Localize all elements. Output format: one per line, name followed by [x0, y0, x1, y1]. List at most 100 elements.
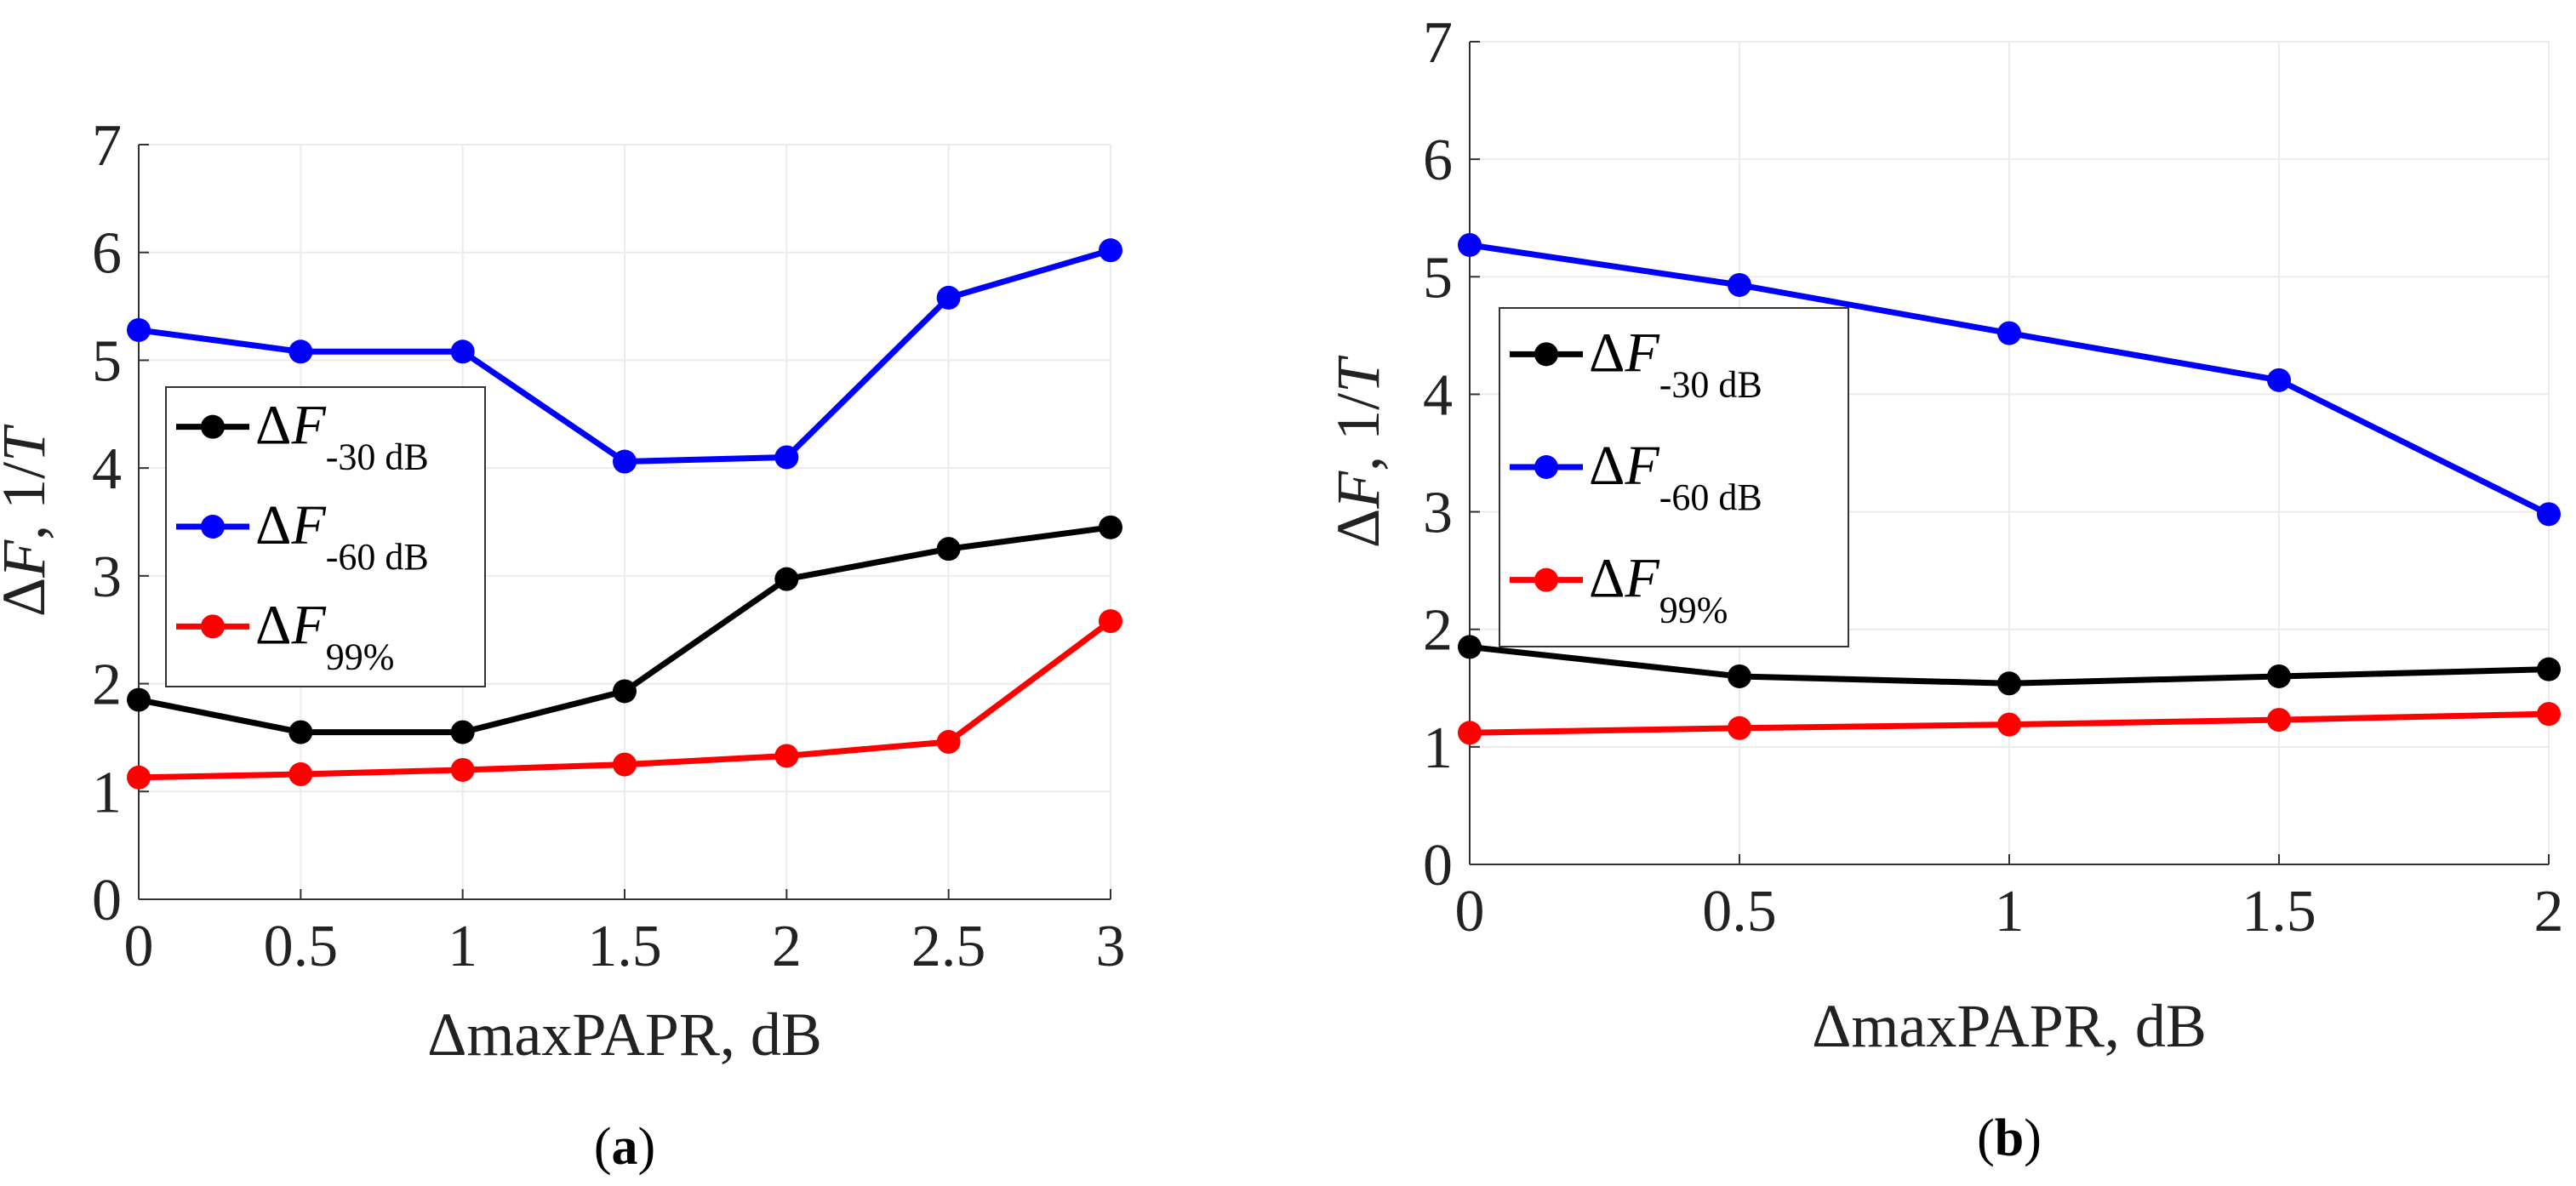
- data-point: [936, 729, 961, 754]
- data-point: [2537, 657, 2561, 681]
- x-tick-label: 1.5: [2242, 879, 2316, 944]
- data-point: [1458, 635, 1482, 659]
- x-tick-label: 1: [1995, 879, 2025, 944]
- legend-label: ΔF-30 dB: [255, 395, 429, 478]
- data-point: [936, 285, 961, 310]
- y-tick-label: 4: [92, 436, 122, 502]
- caption-close-paren: ): [2024, 1109, 2042, 1167]
- y-label-delta: Δ: [1324, 509, 1392, 548]
- legend-entry: ΔF-30 dB: [176, 395, 429, 478]
- legend-swatch-marker: [1534, 567, 1558, 592]
- data-point: [1728, 716, 1751, 740]
- x-tick-label: 1: [448, 914, 477, 979]
- data-point: [774, 744, 799, 768]
- x-tick-label: 3: [1096, 914, 1126, 979]
- data-point: [1728, 664, 1751, 688]
- caption-open-paren: (: [594, 1118, 612, 1176]
- legend-label: ΔF-30 dB: [1589, 322, 1762, 405]
- legend-swatch-marker: [201, 515, 225, 539]
- legend-swatch-marker: [1534, 342, 1558, 367]
- x-tick-label: 0: [124, 914, 154, 979]
- legend-subscript: -30 dB: [326, 436, 429, 478]
- y-tick-label: 6: [1423, 128, 1453, 193]
- data-point: [613, 449, 637, 474]
- legend-swatch-marker: [201, 414, 225, 439]
- data-point: [127, 687, 151, 712]
- panel-caption: (a): [594, 1118, 655, 1176]
- data-point: [450, 757, 475, 782]
- y-tick-label: 0: [92, 868, 122, 933]
- data-point: [450, 720, 475, 744]
- legend-variable: F: [1624, 435, 1659, 497]
- data-point: [288, 339, 313, 364]
- legend-swatch-marker: [1534, 455, 1558, 479]
- x-axis-label: ΔmaxPAPR, dB: [427, 1001, 822, 1069]
- y-tick-label: 7: [92, 113, 122, 179]
- data-point: [1099, 515, 1122, 539]
- y-tick-label: 1: [1423, 716, 1453, 781]
- y-label-T: T: [1324, 355, 1392, 393]
- legend-variable: F: [1624, 322, 1659, 384]
- legend-subscript: -60 dB: [1659, 476, 1762, 518]
- data-point: [288, 720, 313, 744]
- legend-entry: ΔF99%: [1510, 548, 1728, 631]
- data-point: [2537, 702, 2561, 727]
- y-tick-label: 1: [92, 760, 122, 825]
- data-point: [127, 317, 151, 342]
- caption-letter: b: [1995, 1109, 2024, 1167]
- data-point: [1099, 238, 1122, 263]
- x-tick-label: 0: [1455, 879, 1485, 944]
- data-point: [613, 679, 637, 704]
- data-point: [2267, 708, 2291, 733]
- y-label-unit: , 1/: [0, 462, 58, 540]
- y-tick-label: 3: [1423, 481, 1453, 546]
- data-point: [774, 567, 799, 591]
- x-tick-label: 2: [772, 914, 802, 979]
- legend-delta: Δ: [1589, 322, 1625, 384]
- legend-swatch-marker: [201, 614, 225, 639]
- legend-entry: ΔF99%: [176, 594, 394, 677]
- y-tick-label: 2: [1423, 598, 1453, 664]
- data-point: [1997, 712, 2021, 737]
- legend-delta: Δ: [255, 494, 291, 556]
- data-point: [1728, 272, 1751, 297]
- legend-label: ΔF99%: [1589, 548, 1728, 631]
- x-tick-label: 1.5: [587, 914, 662, 979]
- data-point: [288, 762, 313, 787]
- caption-letter: a: [612, 1118, 638, 1176]
- legend-label: ΔF-60 dB: [255, 494, 429, 578]
- legend-delta: Δ: [1589, 548, 1625, 610]
- data-point: [1099, 609, 1122, 634]
- legend-subscript: 99%: [326, 636, 395, 677]
- data-point: [1458, 721, 1482, 745]
- x-axis-label: ΔmaxPAPR, dB: [1812, 992, 2207, 1060]
- panel-caption: (b): [1977, 1109, 2042, 1167]
- data-point: [2267, 368, 2291, 392]
- data-point: [936, 537, 961, 562]
- x-tick-label: 0.5: [264, 914, 339, 979]
- legend-delta: Δ: [255, 395, 291, 457]
- y-axis-label: ΔF, 1/T: [1324, 355, 1392, 548]
- y-label-variable: F: [1324, 470, 1392, 510]
- legend-label: ΔF99%: [255, 594, 394, 677]
- legend-variable: F: [290, 395, 326, 457]
- data-point: [127, 765, 151, 790]
- x-tick-label: 2.5: [911, 914, 986, 979]
- legend-entry: ΔF-30 dB: [1510, 322, 1762, 405]
- y-tick-label: 5: [1423, 245, 1453, 311]
- legend-label: ΔF-60 dB: [1589, 435, 1762, 518]
- x-tick-label: 2: [2534, 879, 2564, 944]
- y-label-unit: , 1/: [1324, 393, 1392, 471]
- legend-delta: Δ: [1589, 435, 1625, 497]
- y-tick-label: 2: [92, 653, 122, 718]
- y-label-T: T: [0, 424, 58, 462]
- legend-variable: F: [290, 494, 326, 556]
- data-point: [1997, 671, 2021, 696]
- y-tick-label: 3: [92, 545, 122, 610]
